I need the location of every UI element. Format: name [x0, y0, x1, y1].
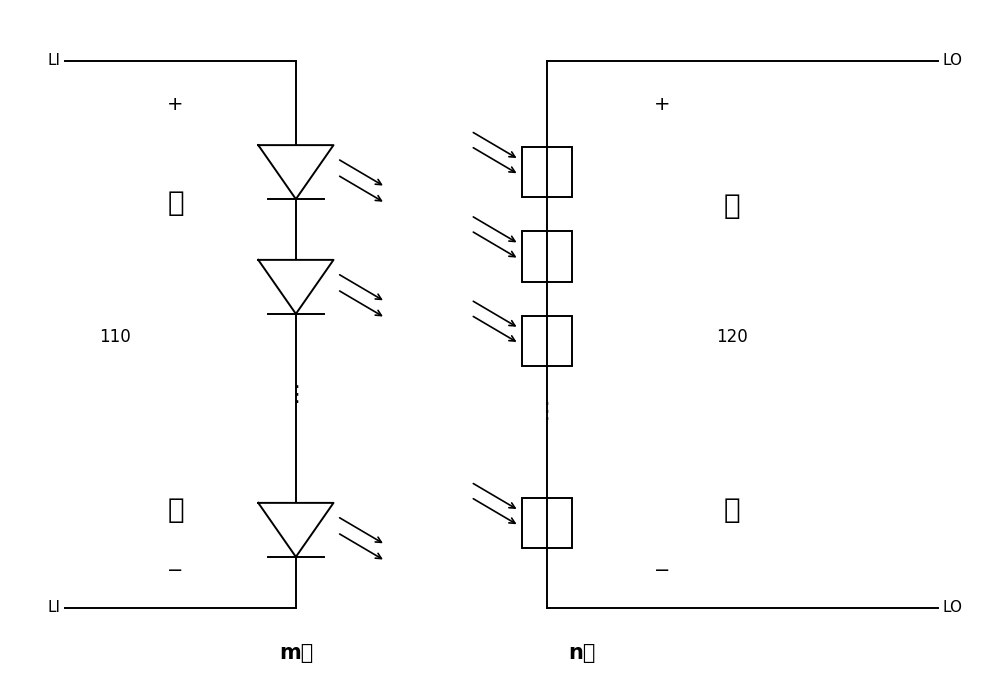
Text: ⋮: ⋮ — [285, 385, 307, 405]
Bar — [521, 498, 571, 548]
Text: LO: LO — [942, 600, 962, 615]
Text: −: − — [167, 561, 183, 580]
Polygon shape — [259, 145, 333, 199]
Text: 出: 出 — [723, 495, 739, 524]
Text: m个: m个 — [279, 643, 313, 664]
Polygon shape — [259, 260, 333, 314]
Text: −: − — [653, 561, 669, 580]
Polygon shape — [259, 503, 333, 557]
Text: 120: 120 — [715, 329, 747, 346]
Text: LI: LI — [47, 600, 60, 615]
Text: +: + — [653, 95, 669, 114]
Bar — [521, 147, 571, 197]
Text: n个: n个 — [567, 643, 595, 664]
Bar — [521, 231, 571, 282]
Bar — [521, 231, 571, 282]
Bar — [521, 498, 571, 548]
Text: LI: LI — [47, 53, 60, 68]
Text: 輸: 輸 — [167, 188, 183, 217]
Bar — [521, 316, 571, 366]
Text: 輸: 輸 — [723, 192, 739, 220]
Text: 入: 入 — [167, 495, 183, 524]
Bar — [521, 147, 571, 197]
Text: ⋮: ⋮ — [535, 402, 557, 422]
Text: +: + — [167, 95, 183, 114]
Text: 110: 110 — [99, 329, 131, 346]
Bar — [521, 316, 571, 366]
Text: LO: LO — [942, 53, 962, 68]
